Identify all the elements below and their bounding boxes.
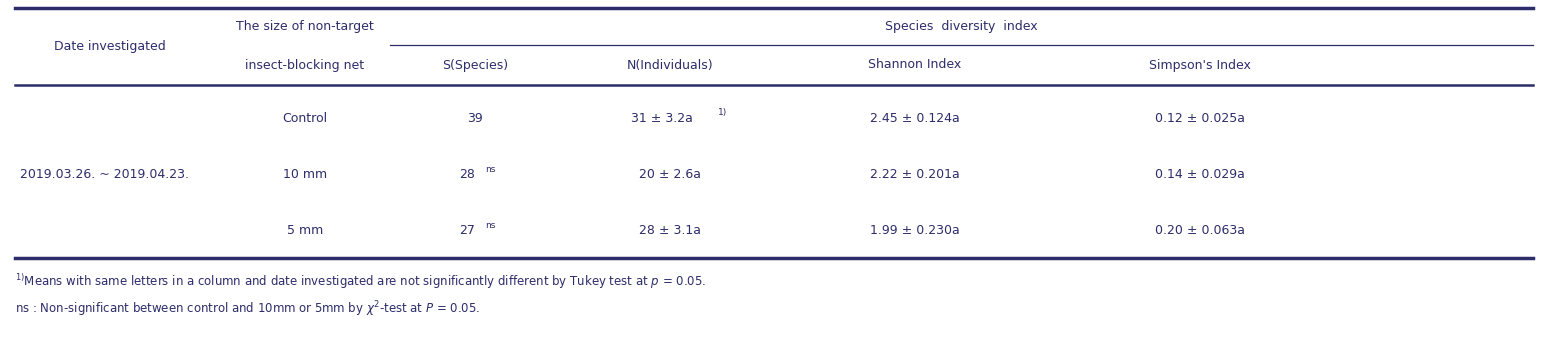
Text: 39: 39: [467, 112, 483, 124]
Text: Shannon Index: Shannon Index: [868, 59, 961, 71]
Text: 10 mm: 10 mm: [283, 168, 327, 182]
Text: The size of non-target: The size of non-target: [237, 20, 375, 33]
Text: 0.20 ± 0.063a: 0.20 ± 0.063a: [1155, 223, 1245, 237]
Text: $^{1)}$Means with same letters in a column and date investigated are not signifi: $^{1)}$Means with same letters in a colu…: [15, 273, 706, 292]
Text: 0.14 ± 0.029a: 0.14 ± 0.029a: [1155, 168, 1245, 182]
Text: 0.12 ± 0.025a: 0.12 ± 0.025a: [1155, 112, 1245, 124]
Text: S(Species): S(Species): [441, 59, 508, 71]
Text: Date investigated: Date investigated: [54, 40, 166, 53]
Text: 5 mm: 5 mm: [286, 223, 324, 237]
Text: ns: ns: [485, 165, 495, 175]
Text: insect-blocking net: insect-blocking net: [246, 59, 365, 71]
Text: Control: Control: [282, 112, 328, 124]
Text: 2.45 ± 0.124a: 2.45 ± 0.124a: [870, 112, 960, 124]
Text: 1.99 ± 0.230a: 1.99 ± 0.230a: [870, 223, 960, 237]
Text: Simpson's Index: Simpson's Index: [1149, 59, 1251, 71]
Text: 31 ± 3.2a: 31 ± 3.2a: [632, 112, 694, 124]
Text: 20 ± 2.6a: 20 ± 2.6a: [639, 168, 701, 182]
Text: 1): 1): [718, 109, 728, 118]
Text: 28: 28: [460, 168, 475, 182]
Text: ns : Non-significant between control and 10mm or 5mm by $\chi^{2}$-test at $P$ =: ns : Non-significant between control and…: [15, 299, 480, 319]
Text: ns: ns: [485, 220, 495, 229]
Text: 2.22 ± 0.201a: 2.22 ± 0.201a: [870, 168, 960, 182]
Text: N(Individuals): N(Individuals): [627, 59, 714, 71]
Text: 27: 27: [460, 223, 475, 237]
Text: 2019.03.26. ~ 2019.04.23.: 2019.03.26. ~ 2019.04.23.: [20, 167, 189, 181]
Text: 28 ± 3.1a: 28 ± 3.1a: [639, 223, 701, 237]
Text: Species  diversity  index: Species diversity index: [885, 20, 1037, 33]
